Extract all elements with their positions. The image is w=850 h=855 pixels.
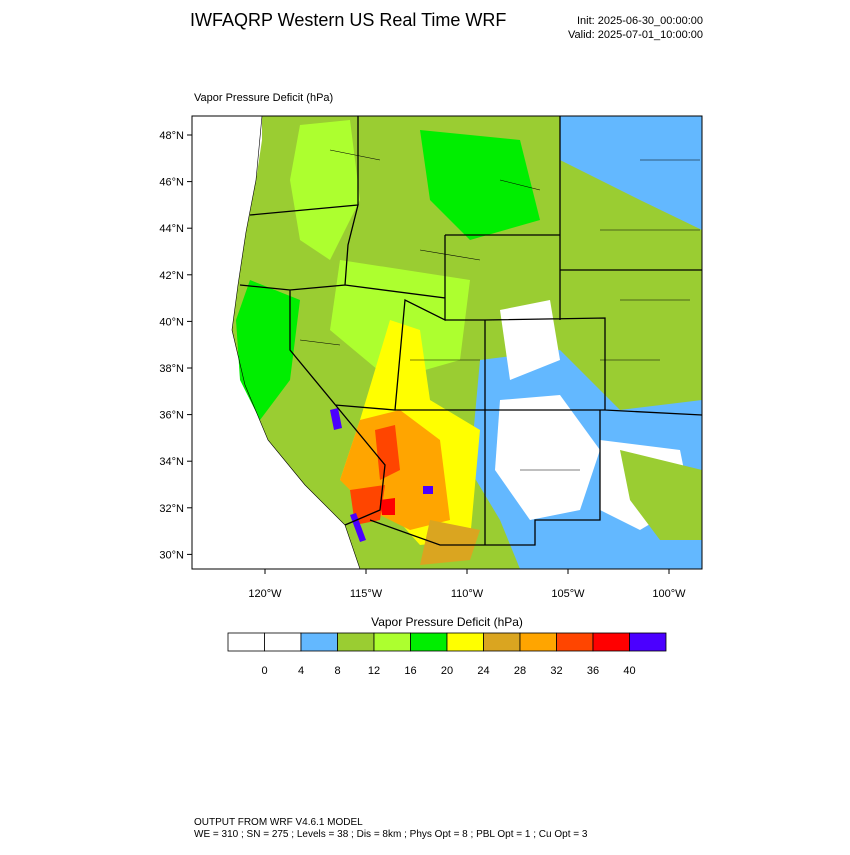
colorbar-label: 12 [368,665,380,677]
colorbar-box [264,632,302,652]
lat-label: 34°N [159,456,184,468]
init-time: Init: 2025-06-30_00:00:00 [577,15,703,27]
valid-time: Valid: 2025-07-01_10:00:00 [568,29,703,41]
latitude-labels: 48°N 46°N 44°N 42°N 40°N 38°N 36°N 34°N 32°N 30°N [159,130,192,561]
colorbar-box [227,632,265,652]
lat-label: 42°N [159,270,184,282]
colorbar-box [410,632,448,652]
colorbar: 0 4 8 12 16 20 24 28 32 36 40 [227,632,667,677]
colorbar-box [300,632,338,652]
colorbar-label: 4 [298,665,304,677]
lat-label: 38°N [159,363,184,375]
field-label: Vapor Pressure Deficit (hPa) [194,92,333,104]
lat-label: 44°N [159,223,184,235]
colorbar-label: 40 [623,665,635,677]
title: IWFAQRP Western US Real Time WRF [190,10,506,30]
lat-label: 46°N [159,177,184,189]
lon-label: 110°W [451,588,484,600]
lat-label: 30°N [159,549,184,561]
colorbar-label: 32 [550,665,562,677]
colorbar-label: 0 [261,665,267,677]
colorbar-box [519,632,557,652]
lon-label: 100°W [652,588,686,600]
colorbar-label: 8 [334,665,340,677]
longitude-labels: 120°W 115°W 110°W 105°W 100°W [248,569,686,600]
colorbar-box [483,632,521,652]
lon-label: 105°W [551,588,585,600]
lon-label: 120°W [248,588,282,600]
lon-label: 115°W [350,588,383,600]
colorbar-box [592,632,630,652]
colorbar-box [556,632,594,652]
colorbar-box [629,632,667,652]
footer-line: WE = 310 ; SN = 275 ; Levels = 38 ; Dis … [194,829,588,840]
colorbar-box [446,632,484,652]
footer-line: OUTPUT FROM WRF V4.6.1 MODEL [194,817,363,828]
colorbar-label: 36 [587,665,599,677]
colorbar-box [337,632,375,652]
colorbar-label: 28 [514,665,526,677]
colorbar-label: 16 [404,665,416,677]
colorbar-label: 24 [477,665,489,677]
lat-label: 32°N [159,503,184,515]
map [191,115,703,570]
lat-label: 36°N [159,410,184,422]
colorbar-title: Vapor Pressure Deficit (hPa) [371,615,523,629]
colorbar-label: 20 [441,665,453,677]
lat-label: 48°N [159,130,184,142]
colorbar-box [373,632,411,652]
lat-label: 40°N [159,316,184,328]
